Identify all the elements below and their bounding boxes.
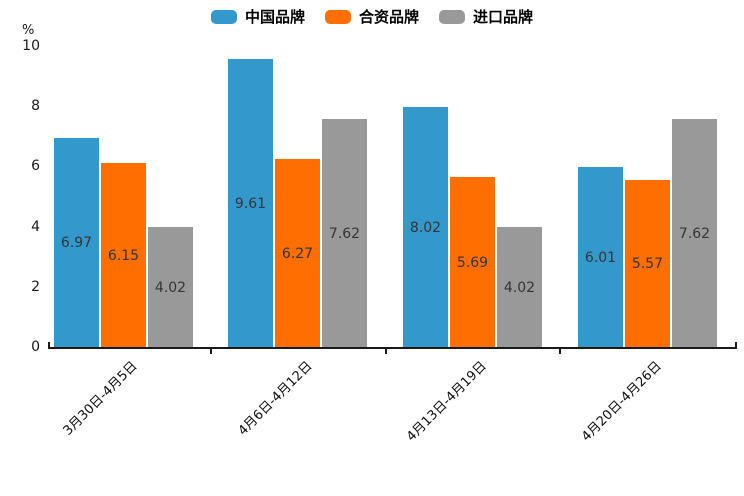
bar[interactable]: 5.69 [450,177,495,348]
legend-item[interactable]: 中国品牌 [210,6,305,27]
legend-label: 合资品牌 [358,8,419,26]
legend: 中国品牌 合资品牌 进口品牌 [0,6,744,27]
bar[interactable]: 6.15 [101,163,146,348]
x-axis-line [48,347,737,349]
bar[interactable]: 4.02 [497,227,542,348]
bar[interactable]: 9.61 [228,59,273,348]
y-tick-label: 6 [31,158,40,175]
bar[interactable]: 8.02 [403,107,448,348]
y-axis-unit-label: % [22,23,35,38]
x-tick-mark [559,349,561,354]
bar[interactable]: 5.57 [625,180,670,348]
x-category-label: 3月30日-4月5日 [60,358,141,439]
bar-value-label: 4.02 [154,279,187,296]
bar-value-label: 6.15 [107,247,140,264]
x-tick-mark [48,342,50,347]
x-category-label: 4月6日-4月12日 [235,358,316,439]
bar[interactable]: 7.62 [322,119,367,348]
x-category-label: 4月20日-4月26日 [578,358,665,445]
legend-label: 进口品牌 [473,8,534,26]
y-tick-label: 10 [22,38,40,54]
bar-value-label: 6.97 [60,235,93,251]
bar[interactable]: 6.97 [54,138,99,348]
legend-swatch-icon [439,9,465,24]
bar-value-label: 4.02 [503,279,536,296]
bar-value-label: 7.62 [678,225,711,242]
legend-label: 中国品牌 [244,8,305,26]
bar[interactable]: 7.62 [672,119,717,348]
bar-value-label: 6.27 [281,245,314,262]
legend-item[interactable]: 进口品牌 [439,6,533,27]
bar[interactable]: 4.02 [148,227,193,348]
legend-item[interactable]: 合资品牌 [324,6,419,27]
y-tick-label: 8 [31,98,40,115]
bar-value-label: 5.57 [631,256,664,272]
bar-value-label: 5.69 [456,254,489,271]
legend-swatch-icon [324,9,351,24]
bar[interactable]: 6.27 [275,159,320,348]
x-tick-mark [385,349,387,354]
x-tick-mark [735,342,737,347]
y-tick-label: 2 [31,278,40,295]
x-tick-mark [210,349,212,354]
y-tick-label: 4 [31,218,40,235]
bar-value-label: 9.61 [234,195,267,212]
bar-value-label: 8.02 [409,219,442,236]
y-tick-label: 0 [31,339,40,355]
bar-value-label: 7.62 [328,225,361,242]
legend-swatch-icon [210,9,237,24]
x-category-label: 4月13日-4月19日 [403,358,490,445]
bar-value-label: 6.01 [584,249,617,266]
bar[interactable]: 6.01 [578,167,623,348]
